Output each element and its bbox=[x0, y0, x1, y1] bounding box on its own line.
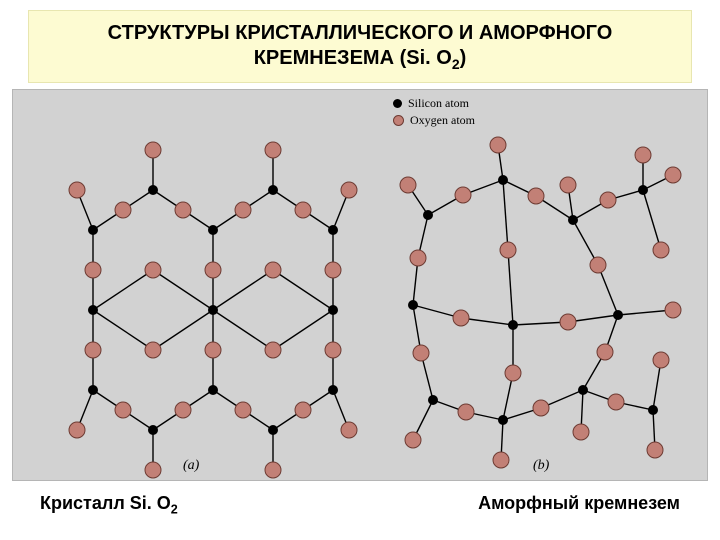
title-line2-prefix: КРЕМНЕЗЕМА (Si. O bbox=[254, 47, 452, 69]
caption-amorphous: Аморфный кремнезем bbox=[478, 493, 680, 517]
title-box: СТРУКТУРЫ КРИСТАЛЛИЧЕСКОГО И АМОРФНОГО К… bbox=[28, 10, 692, 83]
title-line2-sub: 2 bbox=[452, 56, 460, 72]
caption-crystal-sub: 2 bbox=[171, 502, 178, 516]
diagram-area: Silicon atom Oxygen atom (a) (b) bbox=[12, 89, 708, 481]
caption-crystal: Кристалл Si. O2 bbox=[40, 493, 178, 517]
caption-crystal-prefix: Кристалл Si. O bbox=[40, 493, 171, 513]
panel-label-b: (b) bbox=[533, 458, 549, 474]
title-line1: СТРУКТУРЫ КРИСТАЛЛИЧЕСКОГО И АМОРФНОГО bbox=[37, 21, 683, 46]
caption-row: Кристалл Si. O2 Аморфный кремнезем bbox=[40, 493, 680, 517]
title-line2: КРЕМНЕЗЕМА (Si. O2) bbox=[37, 46, 683, 74]
title-line2-suffix: ) bbox=[460, 47, 467, 69]
network-svg bbox=[13, 90, 709, 480]
panel-label-a: (a) bbox=[183, 458, 199, 474]
